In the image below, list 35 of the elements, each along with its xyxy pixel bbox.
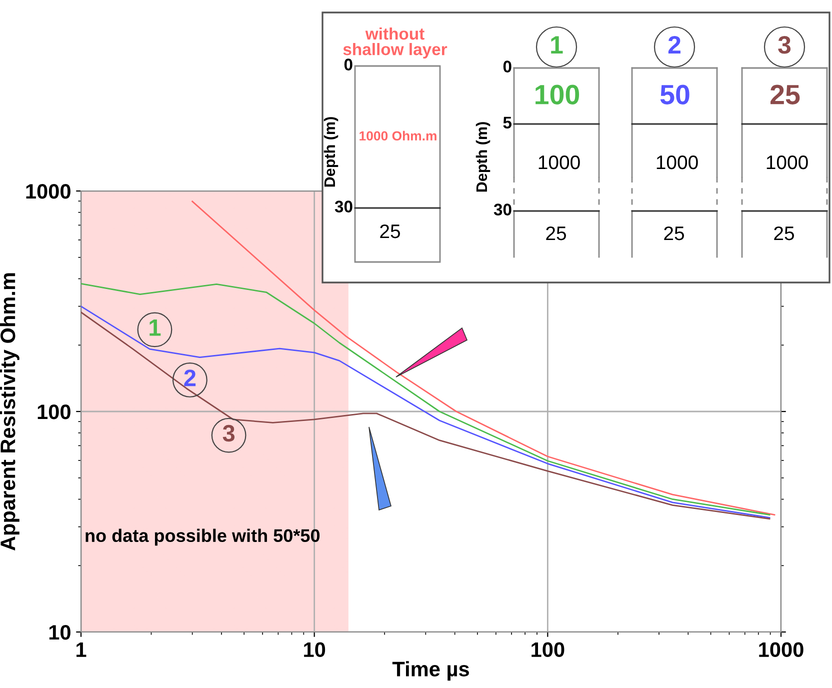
annotation: 25 bbox=[546, 226, 566, 240]
y-tick-label: 10 bbox=[49, 625, 70, 640]
annotation: Depth (m) bbox=[476, 122, 490, 192]
text: 1000 bbox=[656, 155, 698, 170]
x-tick-label: 1 bbox=[76, 642, 86, 657]
band-label: no data possible with 50*50 bbox=[86, 528, 320, 546]
annotation: 25 bbox=[380, 224, 400, 238]
y-tick-label: 100 bbox=[38, 404, 70, 420]
annotation: 25 bbox=[774, 226, 794, 240]
x-tick-label: 10 bbox=[304, 642, 326, 658]
text: 1000 bbox=[766, 155, 808, 170]
text: 100 bbox=[536, 84, 580, 104]
y-tick-label: 1000 bbox=[26, 184, 70, 199]
text: 3 bbox=[778, 36, 791, 54]
text: 25 bbox=[770, 84, 800, 104]
y-axis-title: Apparent Resistivity Ohm.m bbox=[0, 273, 20, 550]
text: 1 bbox=[551, 36, 563, 54]
text: 50 bbox=[660, 84, 690, 104]
text: 0 bbox=[344, 58, 352, 70]
text: 0 bbox=[503, 60, 512, 72]
text: 2 bbox=[668, 36, 680, 54]
text: 1000 Ohm.m bbox=[360, 130, 436, 141]
x-axis-title: Time µs bbox=[392, 661, 469, 681]
annotation: 25 bbox=[664, 226, 684, 240]
series-label: 3 bbox=[222, 424, 235, 442]
text: 1000 bbox=[538, 155, 580, 170]
text: Depth (m) bbox=[324, 117, 338, 187]
series-label: 1 bbox=[150, 320, 161, 336]
x-tick-label: 100 bbox=[532, 642, 564, 658]
series-label: 2 bbox=[184, 370, 196, 386]
text: without shallow layer bbox=[343, 27, 448, 59]
annotation: 30 bbox=[494, 204, 512, 216]
annotation: 30 bbox=[334, 200, 352, 212]
x-tick-label: 1000 bbox=[759, 642, 804, 658]
text: 5 bbox=[503, 116, 512, 128]
